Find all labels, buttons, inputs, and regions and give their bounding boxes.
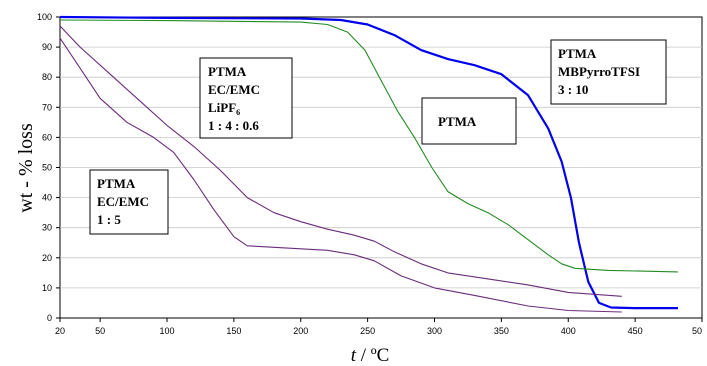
y-axis-label: wt - % loss [15,123,37,213]
annotation-line: PTMA [97,176,136,191]
x-tick-label: 350 [494,326,509,336]
annotation-line: 1 : 4 : 0.6 [208,118,259,133]
x-tick-label: 20 [55,326,65,336]
annotation-box [89,169,169,235]
y-tick-label: 100 [37,12,52,22]
y-tick-label: 40 [42,193,52,203]
x-axis-label-unit: / ºC [356,345,389,366]
annotation-line: EC/EMC [208,82,260,97]
x-tick-label: 200 [293,326,308,336]
x-tick-label: 50 [692,326,702,336]
y-tick-label: 0 [47,313,52,323]
annotation-box [199,57,293,139]
annotation-subscript: 6 [236,108,240,117]
y-axis-ticks: 0 10 20 30 40 50 60 70 80 90 100 [37,12,60,323]
series-line-2 [59,19,678,273]
annotation-line: PTMA [438,114,477,129]
x-tick-label: 150 [226,326,241,336]
x-axis-label: t / ºC [351,345,390,366]
y-tick-label: 90 [42,42,52,52]
y-tick-label: 50 [42,163,52,173]
y-tick-label: 20 [42,253,52,263]
annotation-ptma-ecemc-lipf6: PTMA EC/EMC LiPF6 1 : 4 : 0.6 [199,57,293,139]
annotation-line: 1 : 5 [97,212,121,227]
annotation-line: 3 : 10 [558,82,588,97]
annotation-ptma: PTMA [421,97,517,145]
annotation-line-text: LiPF [208,100,236,115]
x-tick-label: 450 [628,326,643,336]
x-tick-label: 250 [360,326,375,336]
x-tick-label: 50 [95,326,105,336]
series-line-3 [59,25,622,297]
x-axis-ticks: 20 50 100 150 200 250 300 350 400 450 50 [55,318,703,336]
annotation-box [550,39,667,105]
x-tick-label: 400 [561,326,576,336]
annotation-box [421,97,517,145]
series-line-4 [59,37,622,313]
series-line-1 [59,15,678,310]
y-tick-label: 10 [42,283,52,293]
annotation-line: PTMA [208,64,247,79]
x-tick-label: 100 [159,326,174,336]
x-axis-label-italic: t [351,345,357,366]
y-tick-label: 80 [42,72,52,82]
annotation-line: MBPyrroTFSI [558,64,640,79]
y-tick-label: 60 [42,132,52,142]
annotation-ptma-mbpyrrotfsi: PTMA MBPyrroTFSI 3 : 10 [550,39,667,105]
annotation-line: PTMA [558,46,597,61]
annotation-line: EC/EMC [97,194,149,209]
x-tick-label: 300 [427,326,442,336]
annotation-ptma-ecemc: PTMA EC/EMC 1 : 5 [89,169,169,235]
annotation-line: LiPF6 [208,100,240,117]
y-tick-label: 70 [42,102,52,112]
y-tick-label: 30 [42,223,52,233]
series-group [59,15,678,313]
